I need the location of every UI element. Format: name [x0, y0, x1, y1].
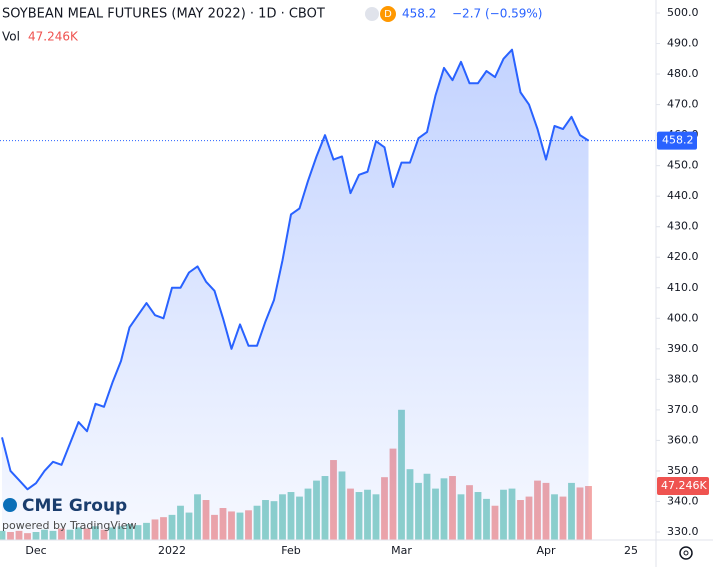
x-tick-label: Feb	[281, 544, 300, 557]
y-tick-label: 400.0	[667, 311, 699, 324]
y-tick-label: 420.0	[667, 250, 699, 263]
x-tick-label: Apr	[536, 544, 556, 557]
y-tick-label: 430.0	[667, 220, 699, 233]
y-tick-label: 380.0	[667, 372, 699, 385]
badge-bg	[380, 6, 396, 22]
price-tag	[657, 131, 697, 150]
badge: D	[384, 9, 392, 20]
y-tick-label: 360.0	[667, 433, 699, 446]
price-area	[2, 49, 589, 541]
x-tick-label: Mar	[391, 544, 412, 557]
x-tick-label: Dec	[25, 544, 46, 557]
last-price: 458.2	[402, 7, 436, 21]
volume-tag	[657, 477, 709, 496]
watermark: powered by TradingView	[2, 519, 136, 532]
volume-last: 47.246K	[28, 30, 79, 44]
axes: 330.0 340.0 350.0 360.0 370.0 380.0 390.0 400.0…	[0, 6, 709, 557]
y-tick-label: 490.0	[667, 37, 699, 50]
logo-mark	[3, 498, 17, 512]
price-tag-label: 458.2	[662, 134, 694, 147]
y-tick-label: 470.0	[667, 98, 699, 111]
y-tick-label: 410.0	[667, 281, 699, 294]
y-tick-label: 350.0	[667, 464, 699, 477]
x-tick-label: 2022	[158, 544, 186, 557]
y-tick-label: 340.0	[667, 494, 699, 507]
status-dot	[365, 7, 379, 21]
volume-label: Vol	[2, 30, 20, 44]
y-tick-label: 480.0	[667, 67, 699, 80]
price-line	[1, 48, 590, 491]
volume-tag-label: 47.246K	[661, 479, 707, 492]
y-tick-label: 440.0	[667, 189, 699, 202]
gear[interactable]	[679, 546, 693, 560]
gear-hub[interactable]	[683, 550, 689, 556]
y-tick-label: 500.0	[667, 6, 699, 19]
y-tick-label: 330.0	[667, 525, 699, 538]
price-change: −2.7 (−0.59%)	[452, 7, 543, 21]
settings-icon[interactable]	[679, 546, 693, 560]
y-tick-label: 370.0	[667, 403, 699, 416]
watermark: CME Group	[22, 496, 127, 516]
x-tick-label: 25	[624, 544, 638, 557]
chart-title: SOYBEAN MEAL FUTURES (MAY 2022) · 1D · C…	[2, 7, 325, 22]
y-tick-label: 390.0	[667, 342, 699, 355]
y-tick-label: 450.0	[667, 159, 699, 172]
price-pane	[1, 48, 590, 541]
